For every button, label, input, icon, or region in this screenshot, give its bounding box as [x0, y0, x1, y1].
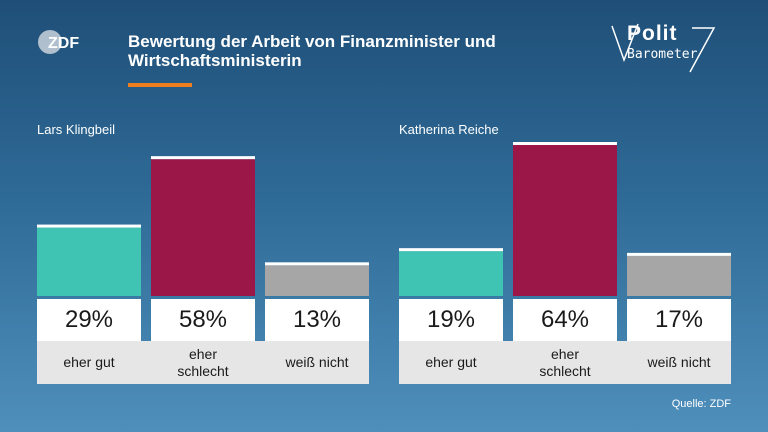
- zdf-logo: ZDF: [38, 30, 79, 54]
- bar-cap-good-1: [399, 248, 503, 252]
- bar-cap-bad-0: [151, 156, 255, 160]
- category-label-unknown-0: weiß nicht: [285, 354, 349, 370]
- brand-bottom: Barometer: [627, 47, 698, 62]
- bar-cap-unknown-1: [627, 252, 731, 256]
- category-label-good-1: eher gut: [425, 354, 477, 370]
- bar-cap-bad-1: [513, 142, 617, 145]
- value-label-good-0: 29%: [37, 299, 141, 341]
- source-note: Quelle: ZDF: [671, 398, 731, 410]
- bar-cap-good-0: [37, 224, 141, 228]
- value-label-unknown-1: 17%: [627, 299, 731, 341]
- bar-bad-1: [513, 145, 617, 296]
- category-label-bad-1: eher schlecht: [539, 345, 591, 379]
- politbarometer-logo: Polit Barometer: [610, 22, 720, 74]
- category-label-good-0: eher gut: [63, 354, 115, 370]
- chart-title: Bewertung der Arbeit von Finanzminister …: [128, 32, 496, 70]
- category-strip-0: [37, 341, 369, 384]
- bar-unknown-0: [265, 265, 369, 296]
- panel-title-klingbeil: Lars Klingbeil: [37, 122, 116, 137]
- category-label-unknown-1: weiß nicht: [647, 354, 711, 370]
- brand-top: Polit: [627, 22, 678, 45]
- value-label-bad-1: 64%: [513, 299, 617, 341]
- value-label-bad-0: 58%: [151, 299, 255, 341]
- title-underline: [128, 83, 192, 87]
- logo-text: ZDF: [48, 35, 79, 52]
- value-label-unknown-0: 13%: [265, 299, 369, 341]
- panel-title-reiche: Katherina Reiche: [399, 122, 499, 137]
- bar-cap-unknown-0: [265, 262, 369, 266]
- value-label-good-1: 19%: [399, 299, 503, 341]
- bar-unknown-1: [627, 255, 731, 296]
- category-label-bad-0: eher schlecht: [177, 345, 229, 379]
- bar-good-1: [399, 251, 503, 296]
- bar-bad-0: [151, 159, 255, 296]
- bar-good-0: [37, 227, 141, 296]
- category-strip-1: [399, 341, 731, 384]
